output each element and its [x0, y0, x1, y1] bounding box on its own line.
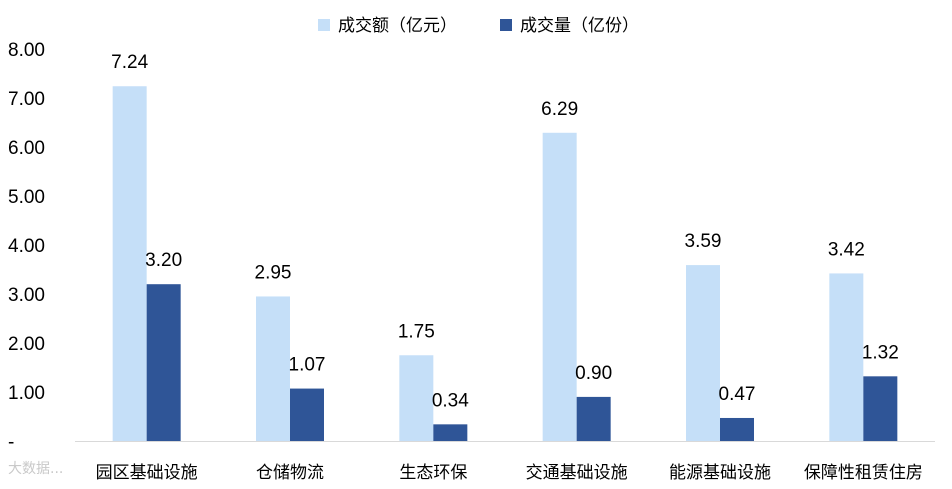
y-tick-label: 7.00: [8, 89, 45, 110]
data-label: 3.59: [685, 231, 722, 252]
x-axis: 园区基础设施 仓储物流 生态环保 交通基础设施 能源基础设施 保障性租赁住房: [75, 441, 935, 482]
x-tick-label: 交通基础设施: [526, 463, 628, 482]
bar: [290, 388, 324, 441]
data-label: 0.47: [719, 384, 756, 405]
bar: [686, 265, 720, 441]
data-labels: 7.24 3.20 2.95 1.07 1.75 0.34 6.29 0.90 3.59 0.47…: [111, 52, 899, 411]
bar: [399, 355, 434, 441]
bar: [720, 417, 754, 441]
y-tick-label: 5.00: [8, 187, 45, 208]
legend-swatch: [500, 19, 512, 31]
x-tick-label: 园区基础设施: [96, 463, 198, 482]
x-tick-label: 能源基础设施: [669, 463, 771, 482]
bar: [433, 424, 468, 441]
y-tick-label: 1.00: [8, 383, 45, 404]
data-label: 1.07: [289, 355, 326, 376]
y-tick-label: -: [8, 432, 14, 453]
legend-swatch: [318, 19, 330, 31]
legend-label: 成交额（亿元）: [338, 16, 457, 35]
bar: [256, 296, 290, 441]
legend: 成交额（亿元） 成交量（亿份）: [318, 16, 639, 35]
x-tick-label: 仓储物流: [256, 463, 324, 482]
bar: [863, 376, 898, 441]
data-label: 2.95: [255, 262, 292, 283]
bar: [542, 132, 577, 442]
y-tick-label: 2.00: [8, 334, 45, 355]
y-tick-label: 4.00: [8, 236, 45, 257]
bar: [576, 396, 611, 441]
data-label: 0.90: [575, 363, 612, 384]
bar: [112, 86, 147, 442]
x-tick-label: 保障性租赁住房: [804, 463, 923, 482]
bars: [112, 86, 898, 442]
x-tick-label: 生态环保: [399, 463, 467, 482]
data-label: 3.42: [828, 239, 865, 260]
bar: [146, 284, 181, 441]
y-tick-label: 3.00: [8, 285, 45, 306]
watermark: 大数据...: [8, 461, 64, 477]
y-axis: - 1.00 2.00 3.00 4.00 5.00 6.00 7.00 8.00: [8, 40, 45, 453]
data-label: 1.75: [398, 321, 435, 342]
data-label: 1.32: [862, 342, 899, 363]
data-label: 6.29: [541, 99, 578, 120]
data-label: 7.24: [111, 52, 148, 73]
data-label: 3.20: [145, 250, 182, 271]
legend-label: 成交量（亿份）: [520, 16, 639, 35]
y-tick-label: 8.00: [8, 40, 45, 61]
data-label: 0.34: [432, 390, 469, 411]
bar: [829, 273, 864, 441]
y-tick-label: 6.00: [8, 138, 45, 159]
